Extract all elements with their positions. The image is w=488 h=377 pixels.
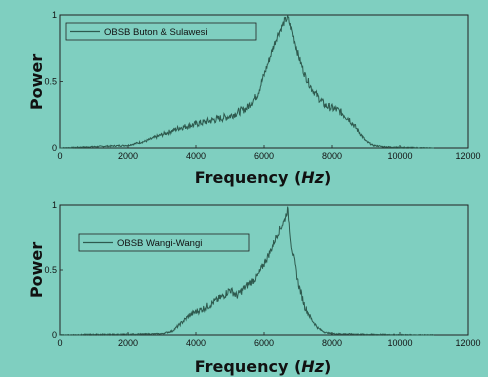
x-tick-label: 6000 xyxy=(254,151,274,161)
x-axis-label-unit-bottom: Hz xyxy=(301,357,324,376)
x-axis-label-paren-close-bottom: ) xyxy=(324,357,331,376)
x-axis-label-unit-top: Hz xyxy=(301,168,324,187)
legend-label-top: OBSB Buton & Sulawesi xyxy=(104,27,208,38)
x-axis-label-paren-open-top: ( xyxy=(288,168,301,187)
x-tick-label: 8000 xyxy=(322,338,342,348)
grid-ticks-top: 0 2000 4000 6000 8000 10000 12000 0 0.5 1 xyxy=(44,10,480,161)
chart-top: 0 2000 4000 6000 8000 10000 12000 0 0.5 1 OBSB Bu… xyxy=(27,10,481,187)
series-line-bottom xyxy=(60,206,434,336)
x-axis-label-bottom: Frequency (Hz) xyxy=(195,357,332,376)
legend-bottom: OBSB Wangi-Wangi xyxy=(78,233,250,252)
x-tick-label: 4000 xyxy=(186,338,206,348)
x-tick-label: 8000 xyxy=(322,151,342,161)
x-tick-label: 10000 xyxy=(387,338,412,348)
x-tick-label: 4000 xyxy=(186,151,206,161)
y-tick-label: 0 xyxy=(52,143,57,153)
x-axis-label-top: Frequency (Hz) xyxy=(195,168,332,187)
x-axis-label-text-top: Frequency xyxy=(195,168,289,187)
chart-bottom: 0 2000 4000 6000 8000 10000 12000 0 0.5 1 OBSB Wa… xyxy=(27,200,481,376)
series-line-top xyxy=(59,14,434,149)
y-tick-label: 0.5 xyxy=(44,77,57,87)
x-axis-label-paren-close-top: ) xyxy=(324,168,331,187)
y-axis-label-bottom: Power xyxy=(27,242,46,298)
y-tick-label: 0.5 xyxy=(44,265,57,275)
legend-top: OBSB Buton & Sulawesi xyxy=(65,22,257,41)
y-tick-label: 1 xyxy=(52,200,57,210)
y-axis-label-top: Power xyxy=(27,54,46,110)
x-tick-label: 6000 xyxy=(254,338,274,348)
x-tick-label: 2000 xyxy=(118,338,138,348)
y-tick-label: 1 xyxy=(52,10,57,20)
legend-box-bottom xyxy=(78,233,250,252)
x-tick-label: 0 xyxy=(57,151,62,161)
plot-area-bottom xyxy=(59,204,469,336)
x-tick-label: 0 xyxy=(57,338,62,348)
legend-box-top xyxy=(65,22,257,41)
x-tick-label: 10000 xyxy=(387,151,412,161)
legend-label-bottom: OBSB Wangi-Wangi xyxy=(117,238,202,249)
x-tick-label: 12000 xyxy=(455,338,480,348)
x-tick-label: 12000 xyxy=(455,151,480,161)
x-tick-label: 2000 xyxy=(118,151,138,161)
y-tick-label: 0 xyxy=(52,330,57,340)
x-axis-label-paren-open-bottom: ( xyxy=(288,357,301,376)
x-axis-label-text-bottom: Frequency xyxy=(195,357,289,376)
